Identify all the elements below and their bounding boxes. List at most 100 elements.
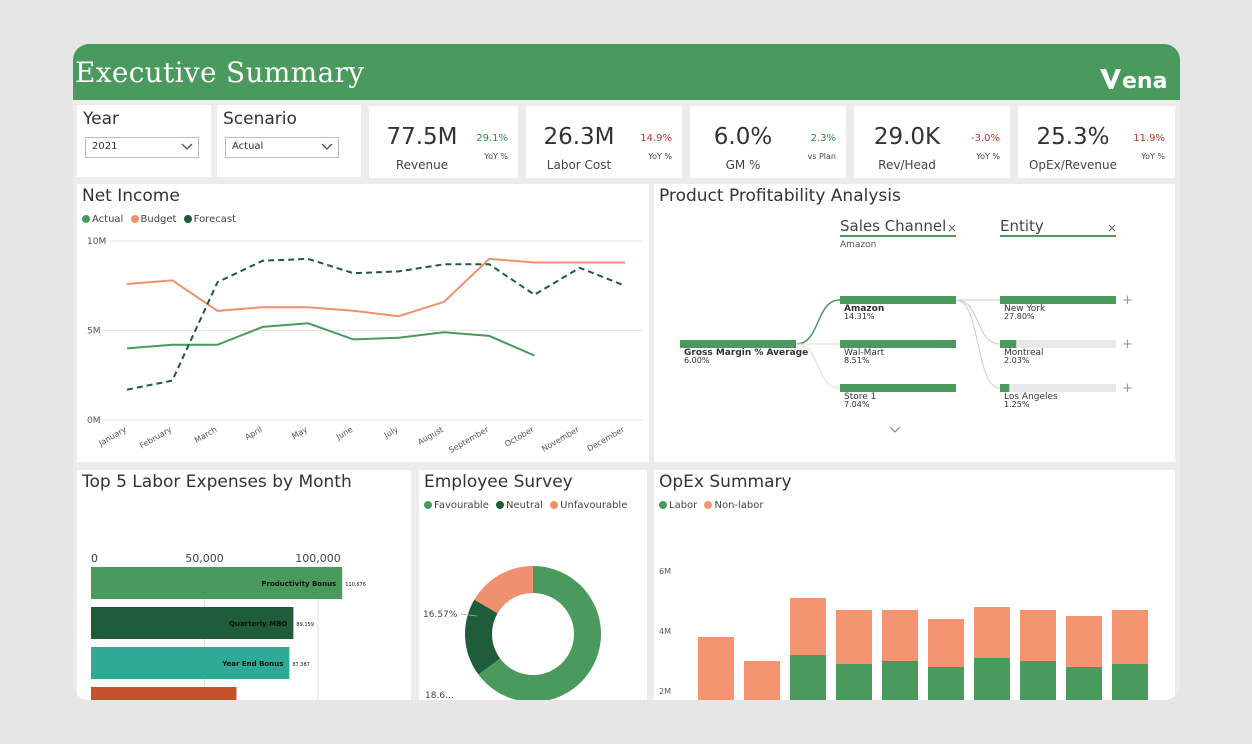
legend-label: Non-labor <box>714 500 764 511</box>
expand-icon[interactable]: + <box>1122 293 1133 308</box>
bar-value-label: 110,676 <box>345 582 366 588</box>
bar-labor[interactable] <box>790 655 826 700</box>
labor-expenses-chart: 0 50,000 100,000 Productivity Bonus 110,676 Q… <box>91 552 366 700</box>
legend-item-actual[interactable]: Actual <box>82 214 123 225</box>
net-income-card: Net Income Actual Budget Forecast 0M 5M 10… <box>77 184 649 462</box>
tree-node-name: Store 1 <box>844 392 876 402</box>
x-tick-label: August <box>416 425 445 447</box>
chevron-down-icon[interactable] <box>889 426 901 433</box>
tree-node-bar[interactable] <box>1000 296 1116 304</box>
bar-non-labor[interactable] <box>1112 610 1148 664</box>
kpi-label: GM % <box>725 158 761 172</box>
vena-logo: ena <box>1100 69 1167 91</box>
bar-non-labor[interactable] <box>1020 610 1056 661</box>
bar-non-labor[interactable] <box>836 610 872 664</box>
bar-labor[interactable] <box>974 658 1010 700</box>
decomposition-tree: Sales Channel × Amazon Entity × Gross Ma… <box>680 217 1133 433</box>
legend-dot <box>130 215 139 223</box>
tree-link <box>795 343 841 389</box>
legend-item-favourable[interactable]: Favourable <box>424 500 489 511</box>
tree-node-value: 6.00% <box>684 356 710 365</box>
tree-node-bar[interactable] <box>680 340 796 348</box>
employee-survey-card: Employee Survey Favourable Neutral Unfav… <box>419 470 647 700</box>
donut-slice-unfavourable[interactable] <box>474 566 533 614</box>
kpi-card-revenue: 77.5M Revenue 29.1% YoY % <box>369 106 518 178</box>
bar-labor[interactable] <box>836 664 872 700</box>
net-income-legend: Actual Budget Forecast <box>82 214 240 225</box>
series-line-budget[interactable] <box>126 257 625 318</box>
kpi-change: 29.1% <box>476 133 508 144</box>
donut-slice-favourable[interactable] <box>478 566 601 700</box>
donut-slice-neutral[interactable] <box>465 599 501 675</box>
employee-survey-chart: 16.57% 18.6… <box>423 566 601 700</box>
tree-node-name: Montreal <box>1004 348 1044 358</box>
x-tick-label: November <box>540 425 581 454</box>
legend-label: Neutral <box>506 500 543 511</box>
kpi-label: OpEx/Revenue <box>1028 158 1118 172</box>
kpi-value: 6.0% <box>713 124 773 150</box>
kpi-label: Labor Cost <box>546 158 612 172</box>
y-tick-label: 6M <box>659 567 671 576</box>
tree-node-bar[interactable] <box>840 384 956 392</box>
kpi-card-opex-revenue: 25.3% OpEx/Revenue 11.9% YoY % <box>1018 106 1175 178</box>
bar-non-labor[interactable] <box>928 619 964 667</box>
tree-node-value: 8.51% <box>844 356 870 365</box>
legend-item-budget[interactable]: Budget <box>130 214 176 225</box>
expand-icon[interactable]: + <box>1122 381 1133 396</box>
legend-item-forecast[interactable]: Forecast <box>183 214 236 225</box>
tree-node-track <box>1000 384 1116 392</box>
scenario-dropdown-value: Actual <box>232 141 264 152</box>
tree-node-bar[interactable] <box>1000 384 1010 392</box>
bar-non-labor[interactable] <box>882 610 918 661</box>
bar[interactable] <box>91 687 237 700</box>
bar[interactable] <box>91 607 294 639</box>
legend-dot <box>82 215 90 223</box>
legend-label: Actual <box>92 214 124 225</box>
product-profitability-card: Product Profitability Analysis Sales Cha… <box>654 184 1175 462</box>
legend-item-unfavourable[interactable]: Unfavourable <box>550 500 627 511</box>
kpi-compare: YoY % <box>648 152 672 161</box>
bar-labor[interactable] <box>1112 664 1148 700</box>
legend-dot <box>550 501 559 509</box>
legend-dot <box>424 501 432 509</box>
bar-labor[interactable] <box>928 667 964 700</box>
svg-text:ena: ena <box>1122 69 1167 91</box>
bar[interactable] <box>91 567 343 599</box>
bar-labor[interactable] <box>1066 667 1102 700</box>
bar-labor[interactable] <box>882 661 918 700</box>
remove-sales-channel-icon[interactable]: × <box>947 221 957 235</box>
bar-non-labor[interactable] <box>744 661 780 700</box>
year-dropdown-value: 2021 <box>92 141 118 152</box>
bar-non-labor[interactable] <box>974 607 1010 658</box>
remove-entity-icon[interactable]: × <box>1107 221 1117 235</box>
bar-non-labor[interactable] <box>790 598 826 655</box>
year-dropdown[interactable]: 2021 <box>85 137 199 158</box>
kpi-compare: vs Plan <box>807 152 836 161</box>
expand-icon[interactable]: + <box>1122 337 1133 352</box>
kpi-change: 11.9% <box>1133 133 1165 144</box>
bar-labor[interactable] <box>1020 661 1056 700</box>
bar-non-labor[interactable] <box>698 637 734 700</box>
tree-links <box>795 299 1001 389</box>
legend-item-labor[interactable]: Labor <box>659 500 697 511</box>
sales-channel-filter: Amazon <box>840 240 876 250</box>
tree-node-name: Los Angeles <box>1004 392 1058 402</box>
series-line-actual[interactable] <box>126 322 535 357</box>
series-line-forecast[interactable] <box>126 257 626 391</box>
entity-header[interactable]: Entity <box>1000 217 1044 235</box>
scenario-dropdown[interactable]: Actual <box>225 137 339 158</box>
sales-channel-header[interactable]: Sales Channel <box>840 217 946 235</box>
legend-label: Forecast <box>193 214 236 225</box>
legend-item-non-labor[interactable]: Non-labor <box>704 500 764 511</box>
bar-non-labor[interactable] <box>1066 616 1102 667</box>
tree-node-bar[interactable] <box>1000 340 1017 348</box>
x-tick-label: March <box>193 425 219 445</box>
bar[interactable] <box>91 647 290 679</box>
tree-node-bar[interactable] <box>840 340 956 348</box>
tree-node-bar[interactable] <box>840 296 956 304</box>
legend-item-neutral[interactable]: Neutral <box>496 500 543 511</box>
page-title: Executive Summary <box>75 56 365 89</box>
opex-summary-title: OpEx Summary <box>659 472 792 492</box>
chevron-down-icon <box>181 143 193 150</box>
slice-label: 18.6… <box>425 691 454 700</box>
